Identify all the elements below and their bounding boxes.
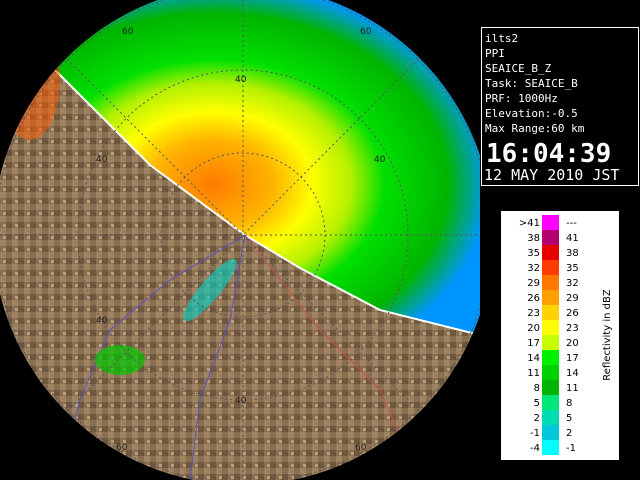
ring-label: 40 (235, 75, 247, 85)
ring-label: 60 (122, 27, 134, 37)
legend-low: 29 (527, 278, 540, 289)
range-ring (77, 69, 409, 401)
legend-high: 29 (566, 293, 579, 304)
legend-high: 35 (566, 263, 579, 274)
legend-swatch (542, 245, 559, 260)
legend-low: 11 (527, 368, 540, 379)
legend-high: 23 (566, 323, 579, 334)
legend-low: 32 (527, 263, 540, 274)
legend-swatch (542, 335, 559, 350)
legend-low: 23 (527, 308, 540, 319)
legend-low: >41 (519, 218, 540, 229)
legend-swatch (542, 320, 559, 335)
legend-low: 2 (534, 413, 540, 424)
legend-swatch (542, 260, 559, 275)
legend-swatch (542, 380, 559, 395)
legend-low: 8 (534, 383, 540, 394)
legend-high: 11 (566, 383, 579, 394)
legend-high: 20 (566, 338, 579, 349)
ring-label: 60 (360, 27, 372, 37)
info-line: Elevation:-0.5 (485, 107, 578, 120)
date: 12 MAY 2010 JST (484, 166, 619, 184)
legend-swatch (542, 425, 559, 440)
ring-label: 40 (374, 155, 386, 165)
legend-swatch (542, 215, 559, 230)
legend-low: 20 (527, 323, 540, 334)
legend-high: 17 (566, 353, 579, 364)
legend-high: 38 (566, 248, 579, 259)
legend-low: 26 (527, 293, 540, 304)
ring-label: 40 (96, 155, 108, 165)
legend-high: 32 (566, 278, 579, 289)
map: 60 60 60 60 40 40 40 40 40 (0, 0, 480, 480)
legend-low: 35 (527, 248, 540, 259)
info-line: Max Range:60 km (485, 122, 585, 135)
legend-title: Reflectivity in dBZ (602, 289, 613, 381)
legend-high: 5 (566, 413, 572, 424)
legend-rows: >41 --- 38 41 35 38 32 35 29 32 26 29 23 26 20 23 17 20 14… (519, 215, 579, 455)
legend-high: 26 (566, 308, 579, 319)
legend (500, 210, 620, 461)
legend-low: -4 (530, 443, 540, 454)
legend-swatch (542, 230, 559, 245)
legend-high: --- (566, 218, 577, 229)
ring-label: 60 (116, 443, 128, 453)
info-line: Task: SEAICE_B (485, 77, 578, 90)
echo-cell (95, 345, 145, 375)
legend-swatch (542, 350, 559, 365)
info-line: ilts2 (485, 32, 518, 45)
legend-low: -1 (530, 428, 540, 439)
ring-label: 40 (96, 316, 108, 326)
legend-high: 2 (566, 428, 572, 439)
border (189, 234, 246, 480)
info-panel (481, 27, 639, 186)
legend-swatch (542, 410, 559, 425)
legend-low: 14 (527, 353, 540, 364)
legend-swatch (542, 365, 559, 380)
echo-sea (20, 0, 480, 335)
info-line: PRF: 1000Hz (485, 92, 558, 105)
ring-label: 40 (235, 396, 247, 406)
info-line: SEAICE_B_Z (485, 62, 552, 75)
legend-swatch (542, 305, 559, 320)
info-line: PPI (485, 47, 505, 60)
legend-swatch (542, 395, 559, 410)
ring-label: 60 (355, 443, 367, 453)
legend-swatch (542, 275, 559, 290)
legend-high: 41 (566, 233, 579, 244)
legend-swatch (542, 290, 559, 305)
echo-cell (183, 258, 237, 322)
legend-low: 5 (534, 398, 540, 409)
legend-swatch (542, 440, 559, 455)
legend-low: 38 (527, 233, 540, 244)
legend-high: 8 (566, 398, 572, 409)
time: 16:04:39 (486, 139, 611, 169)
legend-high: -1 (566, 443, 576, 454)
legend-high: 14 (566, 368, 579, 379)
info-lines: ilts2 PPI SEAICE_B_Z Task: SEAICE_B PRF: 100… (485, 32, 585, 135)
legend-low: 17 (527, 338, 540, 349)
